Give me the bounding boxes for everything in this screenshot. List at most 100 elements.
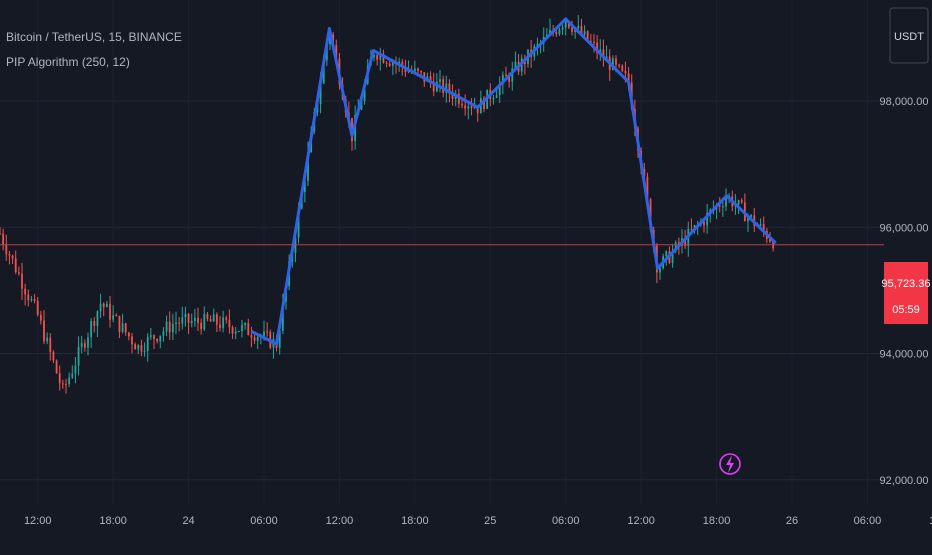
candle-body: [81, 343, 83, 347]
candle-body: [181, 317, 183, 323]
candle-body: [571, 27, 573, 32]
pip-line: [251, 19, 775, 344]
candle-body: [84, 343, 86, 348]
candle-body: [210, 319, 212, 321]
candle-body: [156, 339, 158, 341]
x-tick-label: 26: [786, 515, 798, 527]
candle-body: [555, 32, 557, 34]
x-tick-label: 12:00: [326, 515, 354, 527]
candle-body: [141, 345, 143, 351]
candle-body: [46, 338, 48, 342]
candle-body: [78, 347, 80, 366]
candle-body: [178, 323, 180, 324]
candle-body: [34, 299, 36, 301]
candle-body: [131, 336, 133, 344]
candle-body: [207, 314, 209, 319]
candle-body: [159, 336, 161, 342]
candle-body: [15, 258, 17, 272]
candle-body: [238, 331, 240, 332]
candle-body: [625, 71, 627, 73]
x-tick-label: 12:00: [24, 515, 52, 527]
candle-body: [241, 325, 243, 331]
candle-body: [90, 321, 92, 337]
price-badge-countdown: 05:59: [892, 304, 920, 316]
pip-series: [251, 19, 775, 344]
candle-body: [203, 314, 205, 329]
candle-body: [577, 26, 579, 28]
x-tick-label: 18:00: [99, 515, 127, 527]
candle-body: [93, 321, 95, 326]
x-tick-label: 06:00: [552, 515, 580, 527]
candle-body: [12, 256, 14, 259]
symbol-title[interactable]: Bitcoin / TetherUS, 15, BINANCE: [6, 30, 182, 44]
candle-body: [691, 229, 693, 230]
candle-body: [2, 234, 4, 245]
price-badge: 95,723.36 05:59: [882, 262, 931, 324]
candle-body: [56, 360, 58, 373]
candle-body: [112, 315, 114, 320]
candle-body: [134, 344, 136, 349]
candle-body: [53, 352, 55, 361]
candle-body: [137, 345, 139, 349]
candle-body: [760, 224, 762, 226]
candle-body: [128, 333, 130, 337]
candle-body: [194, 318, 196, 321]
candle-body: [24, 289, 26, 295]
candle-body: [5, 245, 7, 255]
flash-icon[interactable]: [720, 454, 740, 474]
candle-body: [741, 200, 743, 202]
candle-body: [169, 322, 171, 333]
candle-body: [562, 28, 564, 30]
x-tick-label: 18:00: [703, 515, 731, 527]
candle-body: [263, 331, 265, 336]
candle-body: [166, 322, 168, 332]
candle-body: [376, 55, 378, 60]
candle-body: [257, 337, 259, 341]
candle-body: [665, 251, 667, 256]
candle-body: [618, 65, 620, 66]
y-tick-label: 94,000.00: [880, 349, 929, 361]
candle-body: [27, 294, 29, 300]
candle-body: [467, 106, 469, 108]
candle-body: [235, 332, 237, 334]
grid-lines: [0, 0, 932, 505]
candle-body: [153, 335, 155, 339]
x-tick-label: 06:00: [854, 515, 882, 527]
candle-body: [414, 68, 416, 71]
candle-body: [115, 315, 117, 316]
candle-body: [40, 315, 42, 321]
y-tick-label: 98,000.00: [880, 96, 929, 108]
candle-body: [175, 323, 177, 324]
candle-body: [71, 374, 73, 378]
candle-body: [225, 318, 227, 320]
candle-body: [0, 234, 1, 235]
candle-body: [738, 200, 740, 205]
x-tick-label: 18:00: [401, 515, 429, 527]
candle-body: [97, 311, 99, 325]
candle-body: [725, 198, 727, 206]
candle-body: [191, 321, 193, 323]
candle-body: [439, 79, 441, 82]
x-tick-label: 24: [182, 515, 194, 527]
candle-body: [163, 331, 165, 335]
x-tick-label: 25: [484, 515, 496, 527]
candle-body: [247, 323, 249, 335]
candle-body: [31, 299, 33, 300]
indicator-label[interactable]: PIP Algorithm (250, 12): [6, 55, 130, 69]
candle-body: [496, 95, 498, 98]
candle-body: [750, 215, 752, 217]
candle-body: [232, 327, 234, 333]
candle-body: [59, 373, 61, 383]
candle-body: [621, 66, 623, 71]
candle-body: [172, 324, 174, 332]
candle-body: [109, 304, 111, 320]
candle-body: [21, 274, 23, 289]
candle-body: [251, 335, 253, 337]
currency-button[interactable]: USDT: [890, 8, 928, 63]
candle-body: [144, 351, 146, 352]
candle-body: [122, 323, 124, 332]
candle-body: [62, 383, 64, 384]
